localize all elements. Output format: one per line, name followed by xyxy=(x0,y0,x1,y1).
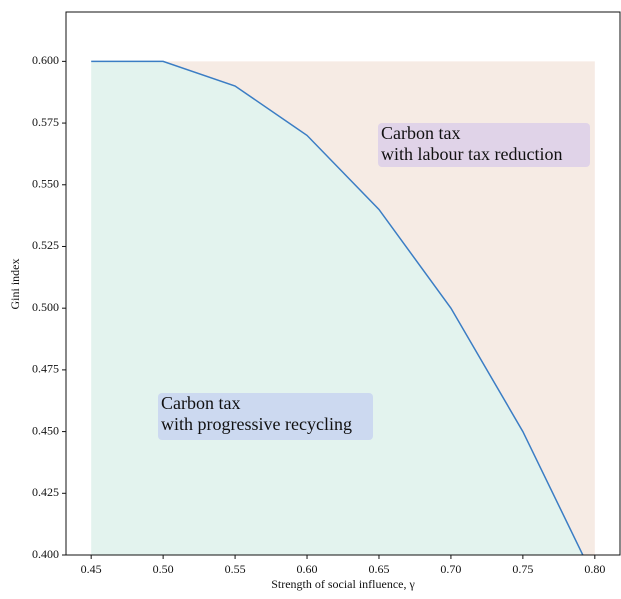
y-tick-label: 0.575 xyxy=(32,115,59,129)
y-tick-label: 0.475 xyxy=(32,362,59,376)
y-tick-label: 0.400 xyxy=(32,547,59,561)
y-tick-label: 0.525 xyxy=(32,238,59,252)
annotation-text: Carbon tax xyxy=(381,123,460,143)
annotation-text: Carbon tax xyxy=(161,393,240,413)
y-tick-label: 0.425 xyxy=(32,485,59,499)
region-upper xyxy=(91,61,595,555)
y-tick-label: 0.450 xyxy=(32,423,59,437)
x-tick-label: 0.60 xyxy=(297,562,318,576)
x-tick-label: 0.55 xyxy=(225,562,246,576)
x-tick-label: 0.65 xyxy=(368,562,389,576)
axes-frame xyxy=(65,11,621,556)
x-tick-label: 0.75 xyxy=(512,562,533,576)
annotation-box xyxy=(158,393,373,440)
x-tick-label: 0.70 xyxy=(440,562,461,576)
y-axis-label: Gini index xyxy=(8,259,22,310)
line xyxy=(91,60,584,555)
y-tick-label: 0.550 xyxy=(32,177,59,191)
x-axis-label: Strength of social influence, γ xyxy=(271,577,415,591)
annotation-box xyxy=(378,123,590,167)
y-tick-label: 0.600 xyxy=(32,53,59,67)
x-tick-label: 0.45 xyxy=(81,562,102,576)
x-tick-label: 0.50 xyxy=(153,562,174,576)
x-tick-label: 0.80 xyxy=(584,562,605,576)
annotation-text: with progressive recycling xyxy=(161,414,352,434)
y-tick-label: 0.500 xyxy=(32,300,59,314)
annotation-text: with labour tax reduction xyxy=(381,144,562,164)
